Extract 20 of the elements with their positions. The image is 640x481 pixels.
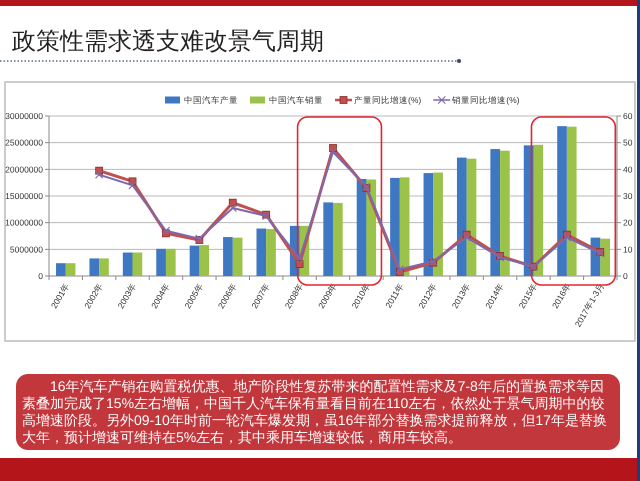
y2-tick-label: 10 (623, 244, 633, 254)
y-tick-label: 25000000 (5, 138, 44, 148)
legend-label: 中国汽车销量 (269, 95, 323, 105)
chart-title: 政策性需求透支难改景气周期 (12, 28, 324, 55)
legend-label: 产量同比增速(%) (354, 95, 422, 105)
y2-tick-label: 60 (623, 111, 633, 121)
y2-tick-label: 30 (623, 191, 633, 201)
y-tick-label: 5000000 (10, 244, 44, 254)
y-tick-label: 0 (38, 271, 44, 281)
y-tick-label: 10000000 (5, 218, 44, 228)
legend-label: 中国汽车产量 (184, 95, 238, 105)
text: 16年汽车产销在购置税优惠、地产阶段性复苏带来的配置性需求及7-8年后的置换需求等因素叠加完成了15%左右增幅，中国千人汽车保有量看目前在110左右，依然处于景气周期中的较高增速阶段。另外09-10年时前一轮汽车爆发期，虽16年部分替换需求提前释放，但17年是替换大年，预计增速可维持在5%左右，其中乘用车增速较低，商用车较高。 (22, 378, 608, 446)
y2-tick-label: 20 (623, 218, 633, 228)
y-tick-label: 20000000 (5, 164, 44, 174)
y2-tick-label: 50 (623, 138, 633, 148)
y2-tick-label: 40 (623, 164, 633, 174)
legend-label: 销量同比增速(%) (451, 95, 520, 105)
y2-tick-label: 0 (623, 271, 628, 281)
y-tick-label: 30000000 (5, 111, 44, 121)
y-tick-label: 15000000 (5, 191, 44, 201)
